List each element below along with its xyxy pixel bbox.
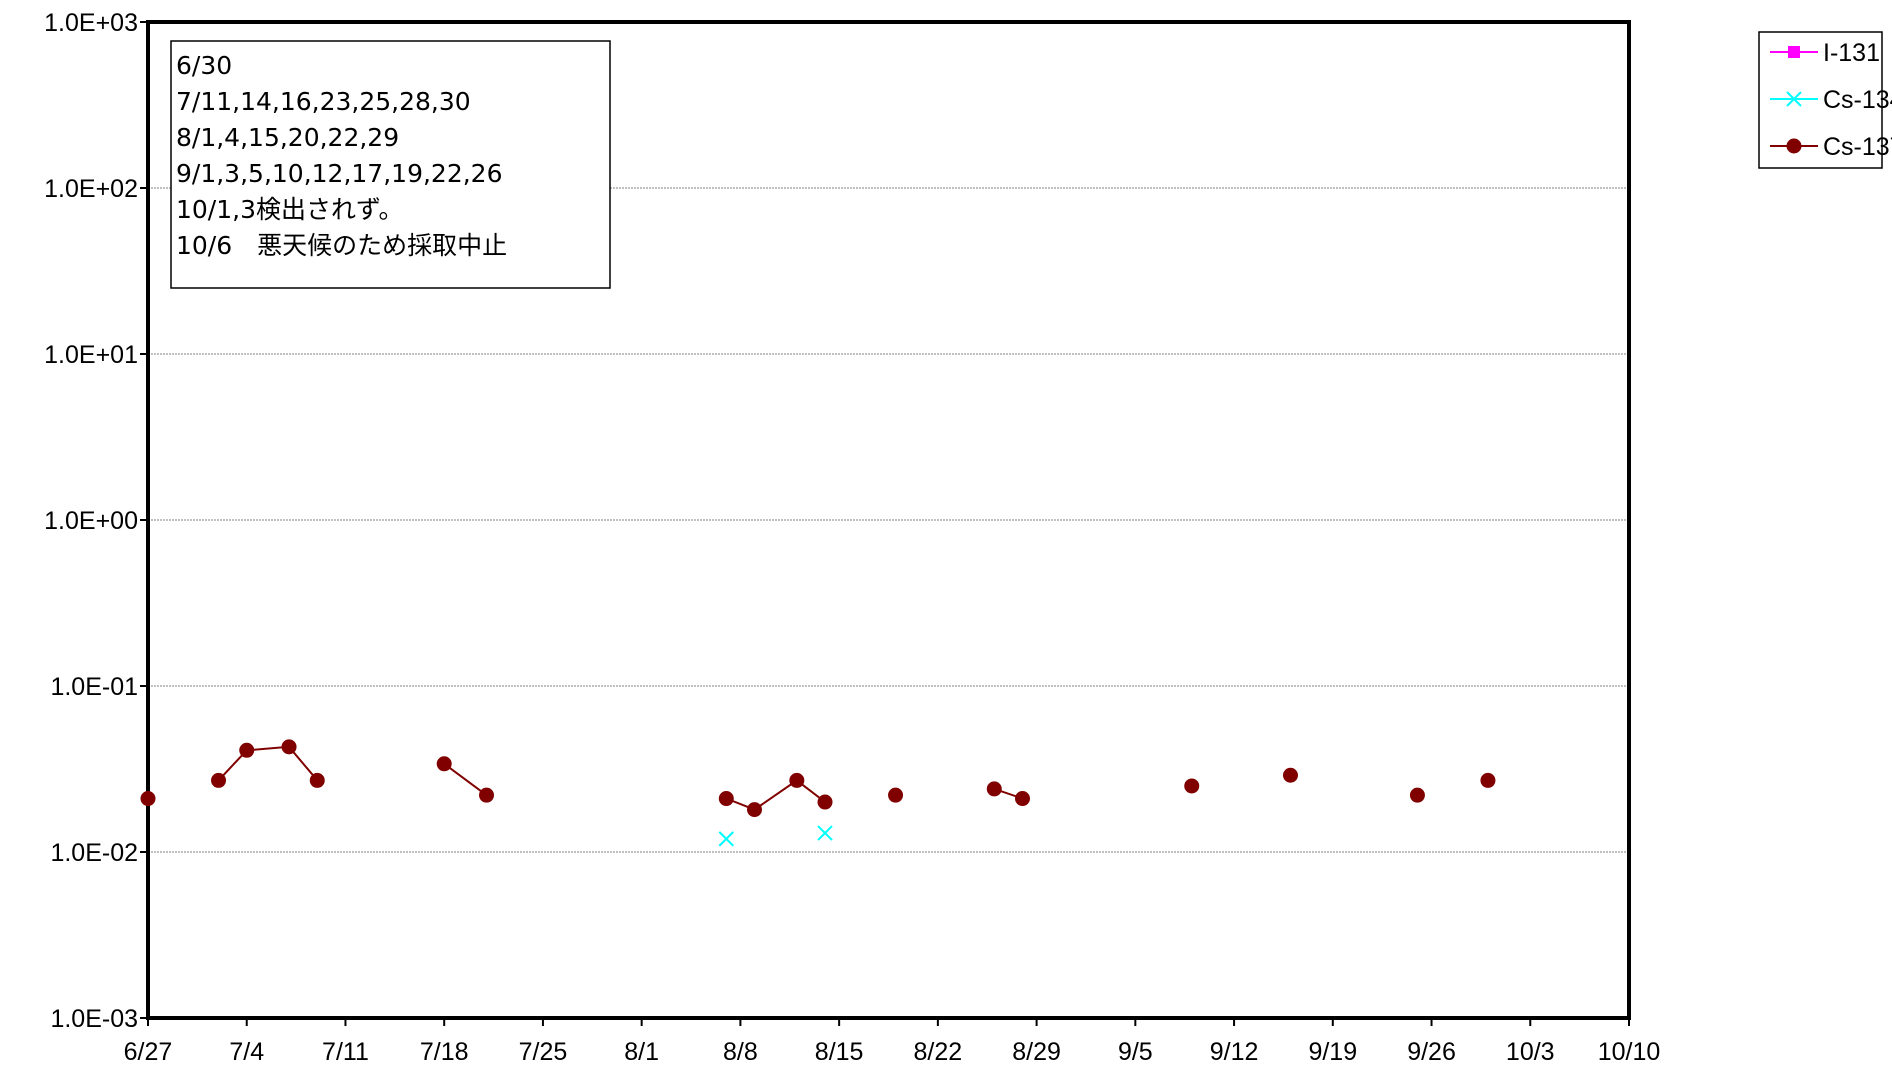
y-tick-label: 1.0E-02 [50, 839, 138, 867]
plot-frame [146, 20, 1631, 1020]
data-point [1409, 787, 1425, 803]
x-tick-label: 8/22 [914, 1038, 963, 1066]
marker-stroke [1786, 91, 1802, 107]
x-tick-label: 9/5 [1118, 1038, 1153, 1066]
note-box: 6/30 7/11,14,16,23,25,28,30 8/1,4,15,20,22… [170, 40, 611, 289]
legend-marker [1786, 138, 1802, 154]
data-point [817, 794, 833, 810]
x-tick-label: 8/8 [723, 1038, 758, 1066]
y-tick-label: 1.0E+00 [44, 507, 138, 535]
x-tick-label: 9/19 [1308, 1038, 1357, 1066]
data-point [718, 791, 734, 807]
legend-label: Cs-134 [1823, 86, 1892, 114]
series-cs-134 [718, 825, 833, 847]
note-line: 10/1,3検出されず。 [176, 195, 404, 224]
data-point [1014, 791, 1030, 807]
note-line: 8/1,4,15,20,22,29 [176, 123, 399, 152]
note-line: 6/30 [176, 51, 232, 80]
x-tick-label: 8/15 [815, 1038, 864, 1066]
note-line: 10/6 悪天候のため採取中止 [176, 231, 507, 260]
marker-stroke [718, 831, 735, 847]
legend-label: Cs-137 [1823, 133, 1892, 161]
series-line [217, 745, 319, 782]
x-tick-label: 9/12 [1210, 1038, 1259, 1066]
data-point [281, 739, 297, 755]
data-point [817, 825, 833, 841]
legend-marker [1786, 91, 1802, 107]
series-line [443, 762, 488, 797]
legend-item: I-131 [1770, 39, 1880, 67]
legend: I-131 Cs-134 Cs-137 [1758, 31, 1892, 169]
x-tick-label: 7/11 [322, 1038, 369, 1066]
y-tick-label: 1.0E+02 [44, 175, 138, 203]
legend-label: I-131 [1823, 39, 1880, 67]
data-point [747, 802, 763, 818]
legend-item: Cs-137 [1770, 133, 1892, 161]
data-point [211, 772, 227, 788]
x-tick-label: 10/3 [1506, 1038, 1555, 1066]
series [140, 739, 1496, 847]
series-cs-137 [140, 739, 1496, 818]
legend-marker [1788, 46, 1800, 58]
data-point [986, 781, 1002, 797]
x-tick-label: 7/4 [229, 1038, 264, 1066]
marker-stroke [817, 825, 833, 841]
y-tick-label: 1.0E+03 [44, 9, 138, 37]
x-tick-label: 7/25 [519, 1038, 568, 1066]
data-point [309, 772, 325, 788]
data-point [789, 772, 805, 788]
y-tick-label: 1.0E-03 [50, 1005, 138, 1033]
note-line: 9/1,3,5,10,12,17,19,22,26 [176, 159, 503, 188]
x-tick-label: 8/29 [1012, 1038, 1061, 1066]
data-point [888, 787, 904, 803]
data-point [1184, 778, 1200, 794]
data-point [718, 831, 735, 847]
x-tick-label: 7/18 [420, 1038, 469, 1066]
x-tick-label: 8/1 [624, 1038, 659, 1066]
axes: 1.0E+03 1.0E+02 1.0E+01 1.0E+00 1.0E-01 1.0E-… [44, 9, 1660, 1066]
data-point [140, 791, 156, 807]
series-line [725, 779, 826, 811]
legend-item: Cs-134 [1770, 86, 1892, 114]
y-tick-label: 1.0E-01 [50, 673, 138, 701]
x-tick-label: 9/26 [1407, 1038, 1456, 1066]
data-point [239, 742, 255, 758]
data-point [436, 756, 452, 772]
data-point [479, 787, 495, 803]
note-line: 7/11,14,16,23,25,28,30 [176, 87, 471, 116]
data-point [1480, 772, 1496, 788]
note-frame [170, 40, 611, 289]
data-point [1282, 767, 1298, 783]
x-tick-label: 6/27 [124, 1038, 173, 1066]
y-tick-label: 1.0E+01 [44, 341, 138, 369]
x-tick-label: 10/10 [1598, 1038, 1661, 1066]
